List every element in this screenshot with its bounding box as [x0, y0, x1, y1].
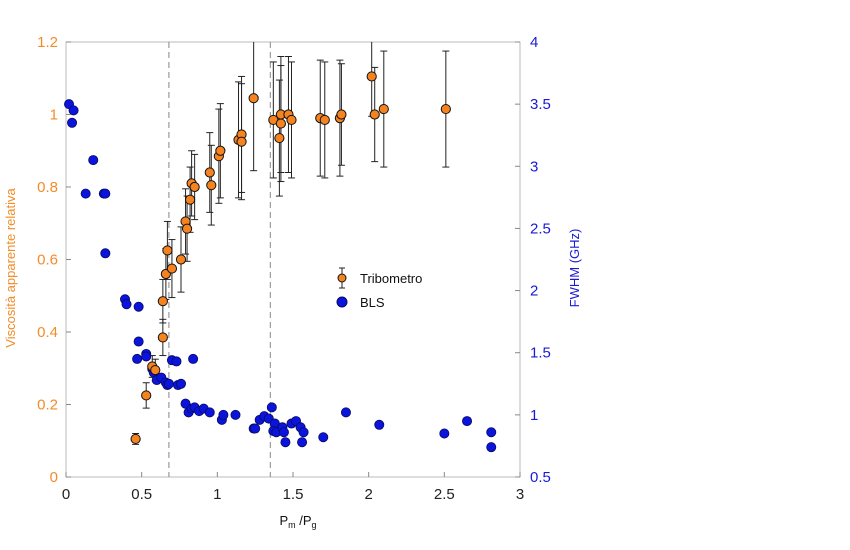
tribometro-point: [166, 263, 178, 274]
tribometro-point: [157, 296, 168, 307]
tribometro-point: [162, 245, 173, 256]
tribometro-point: [157, 332, 168, 343]
bls-point: [230, 409, 241, 420]
bls-point: [67, 117, 78, 128]
legend-bls-marker-icon: [336, 296, 348, 308]
tribometro-point: [184, 194, 196, 205]
x-tick-label: 2: [364, 486, 372, 503]
legend-label: Tribometro: [360, 271, 422, 286]
bls-series: [64, 99, 497, 453]
bls-point: [133, 336, 144, 347]
x-tick-label: 2.5: [434, 486, 455, 503]
bls-point: [486, 427, 497, 438]
y-left-tick-label: 0.8: [37, 179, 58, 196]
bls-point: [297, 437, 308, 448]
x-axis-title-sub2: g: [312, 520, 317, 530]
tribometro-point: [206, 180, 217, 191]
bls-point: [280, 437, 291, 448]
x-tick-label: 0.5: [131, 486, 152, 503]
y-right-tick-label: 2.5: [530, 220, 551, 237]
tribometro-point: [378, 103, 389, 115]
y-left-axis-title: Viscosità apparente relativa: [3, 187, 18, 347]
legend-item-bls: BLS: [336, 295, 385, 310]
bls-point: [374, 419, 385, 430]
y-right-axis-title: FWHM (GHz): [567, 229, 582, 308]
bls-point: [486, 442, 497, 453]
y-left-tick-label: 1: [50, 107, 58, 124]
tribometro-point: [286, 114, 297, 126]
y-left-tick-label: 1.2: [37, 34, 58, 51]
x-axis-title-p1: P: [279, 513, 288, 528]
plot-frame: [65, 41, 521, 478]
bls-point: [318, 432, 329, 443]
y-right-tick-label: 4: [530, 34, 538, 51]
bls-point: [462, 416, 473, 427]
tribometro-point: [215, 145, 226, 156]
bls-point: [100, 188, 111, 199]
tribometro-point: [275, 118, 286, 129]
y-right-tick-label: 1.5: [530, 345, 551, 362]
legend-tribometro-marker-icon: [337, 273, 347, 283]
tribometro-point: [336, 109, 347, 120]
y-left-tick-label: 0.6: [37, 252, 58, 269]
y-left-tick-label: 0: [50, 469, 58, 486]
bls-point: [298, 427, 309, 438]
bls-point: [250, 423, 261, 434]
tribometro-point: [236, 136, 247, 147]
tribometro-point: [181, 223, 193, 234]
tribometro-point: [189, 181, 200, 193]
y-right-tick-label: 3: [530, 158, 538, 175]
bls-point: [278, 427, 289, 438]
bls-point: [100, 248, 111, 259]
y-right-tick-label: 3.5: [530, 96, 551, 113]
bls-point: [133, 301, 144, 312]
y-right-tick-label: 0.5: [530, 469, 551, 486]
tribometro-series: [130, 71, 451, 445]
y-left-tick-label: 0.2: [37, 397, 58, 414]
tribometro-point: [204, 167, 215, 178]
y-right-tick-label: 2: [530, 283, 538, 300]
bls-point: [141, 351, 152, 362]
x-tick-label: 3: [516, 486, 524, 503]
bls-point: [340, 407, 351, 418]
tribometro-point: [175, 254, 187, 265]
bls-point: [188, 353, 199, 364]
tribometro-point: [366, 71, 377, 82]
tribometro-point: [141, 390, 152, 401]
tribometro-point: [150, 364, 161, 376]
bls-point: [204, 407, 215, 418]
y-left-tick-label: 0.4: [37, 324, 58, 341]
bls-point: [132, 353, 143, 364]
bls-point: [439, 428, 450, 439]
y-right-tick-label: 1: [530, 407, 538, 424]
tribometro-point: [248, 93, 259, 104]
bls-point: [68, 105, 79, 116]
bls-point: [218, 409, 229, 420]
legend: Tribometro BLS: [336, 267, 422, 310]
bls-point: [171, 356, 182, 367]
tribometro-point: [130, 433, 141, 445]
bls-point: [266, 402, 277, 413]
x-axis-title: Pm /Pg: [279, 513, 316, 530]
legend-label: BLS: [360, 295, 385, 310]
bls-point: [121, 299, 132, 310]
tribometro-point: [319, 114, 330, 126]
x-axis-title-mid: /P: [296, 513, 312, 528]
x-tick-label: 1: [213, 486, 221, 503]
axis-ticks: 0 0.5 1 1.5 2 2.5 3 0 0.2 0.4 0.6 0.8 1 1.2 0.5 1 1.5 2 2.…: [37, 34, 551, 503]
tribometro-point: [274, 132, 285, 144]
bls-point: [176, 378, 187, 389]
bls-point: [80, 188, 91, 199]
tribometro-point: [369, 109, 380, 120]
bls-point: [163, 378, 174, 389]
x-tick-label: 0: [62, 486, 70, 503]
bls-point: [88, 155, 99, 166]
x-tick-label: 1.5: [283, 486, 304, 503]
legend-item-tribometro: Tribometro: [337, 267, 422, 289]
x-axis-title-sub1: m: [288, 520, 296, 530]
tribometro-point: [440, 103, 451, 115]
